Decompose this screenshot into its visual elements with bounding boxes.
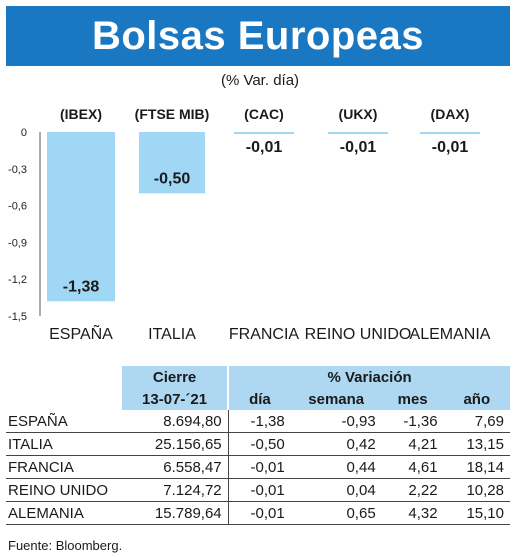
row-country: ITALIA bbox=[6, 432, 122, 456]
header-ano: año bbox=[443, 388, 510, 410]
row-cierre: 6.558,47 bbox=[122, 455, 229, 479]
row-country: ALEMANIA bbox=[6, 501, 122, 525]
header-empty bbox=[6, 366, 122, 388]
x-tick-label: REINO UNIDO bbox=[304, 326, 412, 343]
row-dia: -0,50 bbox=[227, 432, 291, 456]
row-dia: -1,38 bbox=[227, 410, 291, 433]
bar-value-label: -0,01 bbox=[340, 139, 377, 156]
row-cierre: 8.694,80 bbox=[122, 410, 229, 433]
table-row: REINO UNIDO 7.124,72 -0,01 0,04 2,22 10,… bbox=[6, 478, 510, 502]
row-country: FRANCIA bbox=[6, 455, 122, 479]
row-dia: -0,01 bbox=[227, 501, 291, 525]
x-tick-label: FRANCIA bbox=[228, 326, 300, 343]
row-ano: 7,69 bbox=[443, 410, 510, 433]
y-tick-label: -0,6 bbox=[8, 201, 27, 213]
x-tick-label: ALEMANIA bbox=[409, 326, 491, 343]
row-semana: -0,93 bbox=[290, 410, 382, 433]
row-country: REINO UNIDO bbox=[6, 478, 122, 502]
header-variacion: % Variación bbox=[227, 366, 510, 388]
header-semana: semana bbox=[290, 388, 382, 410]
row-semana: 0,04 bbox=[290, 478, 382, 502]
row-mes: 4,61 bbox=[381, 455, 444, 479]
table-row: ITALIA 25.156,65 -0,50 0,42 4,21 13,15 bbox=[6, 432, 510, 456]
row-semana: 0,42 bbox=[290, 432, 382, 456]
row-ano: 13,15 bbox=[443, 432, 510, 456]
row-cierre: 25.156,65 bbox=[122, 432, 229, 456]
row-semana: 0,44 bbox=[290, 455, 382, 479]
row-dia: -0,01 bbox=[227, 478, 291, 502]
page-title: Bolsas Europeas bbox=[91, 14, 425, 58]
row-mes: 4,32 bbox=[381, 501, 444, 525]
bar-value-label: -0,01 bbox=[432, 139, 469, 156]
header-dia: día bbox=[227, 388, 291, 410]
chart-subtitle: (% Var. día) bbox=[220, 72, 300, 89]
row-mes: 4,21 bbox=[381, 432, 444, 456]
source-note: Fuente: Bloomberg. bbox=[8, 538, 123, 553]
bar-value-label: -0,01 bbox=[246, 139, 283, 156]
index-label: (CAC) bbox=[244, 106, 284, 122]
index-label: (IBEX) bbox=[60, 106, 102, 122]
row-ano: 15,10 bbox=[443, 501, 510, 525]
header-mes: mes bbox=[381, 388, 444, 410]
bar bbox=[328, 132, 388, 134]
title-banner: Bolsas Europeas bbox=[6, 6, 510, 66]
bar-value-label: -1,38 bbox=[63, 278, 100, 295]
y-tick-label: -0,3 bbox=[8, 164, 27, 176]
index-label: (FTSE MIB) bbox=[134, 106, 210, 122]
header-empty-2 bbox=[6, 388, 122, 410]
index-label: (DAX) bbox=[430, 106, 470, 122]
row-ano: 18,14 bbox=[443, 455, 510, 479]
index-label: (UKX) bbox=[338, 106, 378, 122]
row-dia: -0,01 bbox=[227, 455, 291, 479]
y-tick-label: -0,9 bbox=[8, 237, 27, 249]
bar-value-label: -0,50 bbox=[154, 170, 191, 187]
bar bbox=[139, 132, 205, 194]
row-cierre: 15.789,64 bbox=[122, 501, 229, 525]
x-tick-label: ITALIA bbox=[148, 326, 196, 343]
row-mes: 2,22 bbox=[381, 478, 444, 502]
y-tick-label: 0 bbox=[21, 127, 27, 139]
bar bbox=[420, 132, 480, 134]
row-cierre: 7.124,72 bbox=[122, 478, 229, 502]
header-date: 13-07-´21 bbox=[122, 388, 229, 410]
y-tick-label: -1,2 bbox=[8, 274, 27, 286]
bar bbox=[47, 132, 115, 302]
row-mes: -1,36 bbox=[381, 410, 444, 433]
table-row: FRANCIA 6.558,47 -0,01 0,44 4,61 18,14 bbox=[6, 455, 510, 479]
table-row: ALEMANIA 15.789,64 -0,01 0,65 4,32 15,10 bbox=[6, 501, 510, 525]
row-ano: 10,28 bbox=[443, 478, 510, 502]
header-cierre: Cierre bbox=[122, 366, 229, 388]
bar bbox=[234, 132, 294, 134]
bar-chart: 0 -0,3 -0,6 -0,9 -1,2 -1,5 -1,38 -0,50 -0,01 -0,0… bbox=[8, 127, 480, 323]
x-tick-label: ESPAÑA bbox=[49, 326, 113, 343]
table-row: ESPAÑA 8.694,80 -1,38 -0,93 -1,36 7,69 bbox=[6, 410, 510, 433]
y-tick-label: -1,5 bbox=[8, 311, 27, 323]
row-semana: 0,65 bbox=[290, 501, 382, 525]
row-country: ESPAÑA bbox=[6, 410, 122, 433]
stock-table: Cierre % Variación 13-07-´21 día semana … bbox=[6, 366, 510, 525]
